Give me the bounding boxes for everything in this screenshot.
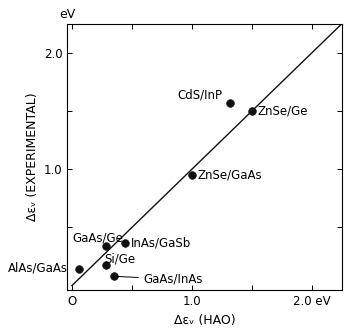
Text: InAs/GaSb: InAs/GaSb [131, 236, 191, 249]
X-axis label: Δεᵥ (HAO): Δεᵥ (HAO) [174, 314, 235, 327]
Text: AlAs/GaAs: AlAs/GaAs [8, 261, 68, 274]
Text: CdS/InP: CdS/InP [177, 88, 223, 102]
Y-axis label: Δεᵥ (EXPERIMENTAL): Δεᵥ (EXPERIMENTAL) [27, 93, 40, 221]
Text: Si/Ge: Si/Ge [104, 253, 135, 266]
Text: GaAs/InAs: GaAs/InAs [117, 273, 203, 286]
Text: ZnSe/GaAs: ZnSe/GaAs [198, 169, 262, 182]
Text: eV: eV [59, 8, 75, 21]
Text: ZnSe/Ge: ZnSe/Ge [258, 105, 308, 118]
Text: GaAs/Ge: GaAs/Ge [72, 231, 123, 245]
